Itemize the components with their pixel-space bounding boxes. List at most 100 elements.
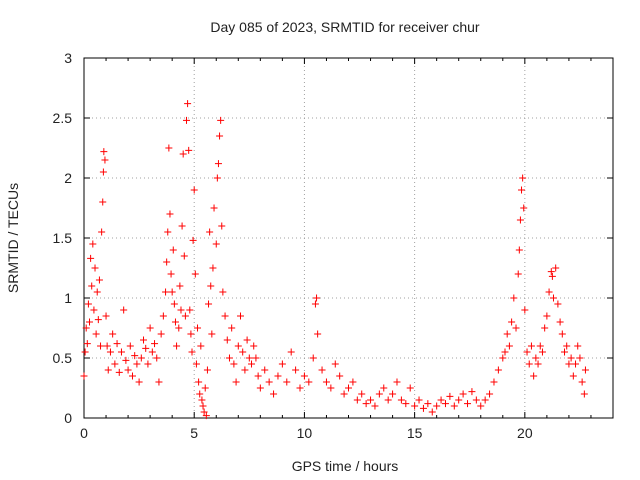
data-point (131, 352, 139, 360)
data-point (543, 312, 551, 320)
data-point (90, 306, 98, 314)
data-point (578, 378, 586, 386)
data-point (518, 186, 526, 194)
data-point (424, 400, 432, 408)
data-point (89, 240, 97, 248)
data-point (254, 372, 262, 380)
data-point (556, 318, 564, 326)
x-tick-label: 20 (517, 425, 533, 441)
data-point (213, 174, 221, 182)
data-point (201, 384, 209, 392)
data-point (178, 222, 186, 230)
data-point (538, 348, 546, 356)
data-point (536, 342, 544, 350)
data-point (548, 272, 556, 280)
data-point (499, 354, 507, 362)
data-point (433, 402, 441, 410)
data-point (561, 348, 569, 356)
data-point (102, 312, 110, 320)
data-point (358, 390, 366, 398)
data-point (397, 396, 405, 404)
data-point (567, 354, 575, 362)
data-point (558, 330, 566, 338)
data-point (519, 174, 527, 182)
data-point (104, 366, 112, 374)
data-point (532, 354, 540, 362)
data-point (199, 402, 207, 410)
data-point (195, 378, 203, 386)
data-point (505, 342, 513, 350)
data-point (554, 300, 562, 308)
data-point (527, 342, 535, 350)
data-point (287, 348, 295, 356)
data-point (278, 360, 286, 368)
data-point (572, 360, 580, 368)
data-point (353, 396, 361, 404)
data-point (292, 366, 300, 374)
data-point (345, 384, 352, 392)
data-point (270, 390, 278, 398)
data-point (95, 276, 103, 284)
data-point (187, 330, 195, 338)
data-point (248, 360, 256, 368)
data-point (234, 342, 242, 350)
data-point (109, 330, 117, 338)
data-point (468, 388, 476, 396)
data-point (151, 340, 159, 348)
data-point (157, 330, 165, 338)
data-point (144, 360, 152, 368)
data-point (239, 348, 247, 356)
data-point (188, 348, 196, 356)
data-point (98, 228, 106, 236)
data-point (101, 156, 109, 164)
data-point (191, 270, 199, 278)
data-point (525, 360, 533, 368)
data-point (184, 100, 192, 108)
data-point (86, 318, 94, 326)
data-point (113, 340, 121, 348)
y-tick-label: 1.5 (53, 230, 73, 246)
data-point (516, 216, 524, 224)
data-point (252, 354, 260, 362)
data-point (415, 396, 423, 404)
data-point (477, 402, 485, 410)
data-point (210, 204, 218, 212)
data-point (142, 344, 150, 352)
data-point (159, 312, 167, 320)
data-point (122, 356, 130, 364)
data-point (318, 366, 326, 374)
data-point (168, 288, 176, 296)
y-tick-label: 3 (64, 50, 72, 66)
data-point (450, 402, 458, 410)
data-point (200, 408, 208, 416)
data-point (135, 378, 143, 386)
data-point (176, 282, 184, 290)
data-point (494, 366, 502, 374)
axis-ticks: 0 5 10 15 20 0 0.5 1 1.5 2 2.5 3 (53, 50, 614, 441)
data-point (189, 236, 197, 244)
data-point (265, 378, 273, 386)
data-point (155, 378, 163, 386)
data-point (115, 368, 123, 376)
data-point (81, 348, 89, 356)
data-point (165, 144, 173, 152)
data-point (87, 254, 95, 262)
data-point (428, 408, 436, 416)
data-point (336, 372, 344, 380)
data-point (99, 198, 107, 206)
data-point (512, 324, 520, 332)
data-point (305, 378, 313, 386)
x-axis-label: GPS time / hours (292, 458, 399, 474)
data-point (192, 360, 200, 368)
data-point (230, 360, 238, 368)
data-point (367, 396, 375, 404)
y-tick-label: 0.5 (53, 350, 73, 366)
y-tick-label: 2.5 (53, 110, 73, 126)
data-point (128, 372, 136, 380)
data-point (490, 378, 498, 386)
data-point (446, 392, 454, 400)
data-point (437, 396, 445, 404)
data-point (349, 378, 357, 386)
data-point (205, 300, 213, 308)
data-point (196, 390, 204, 398)
